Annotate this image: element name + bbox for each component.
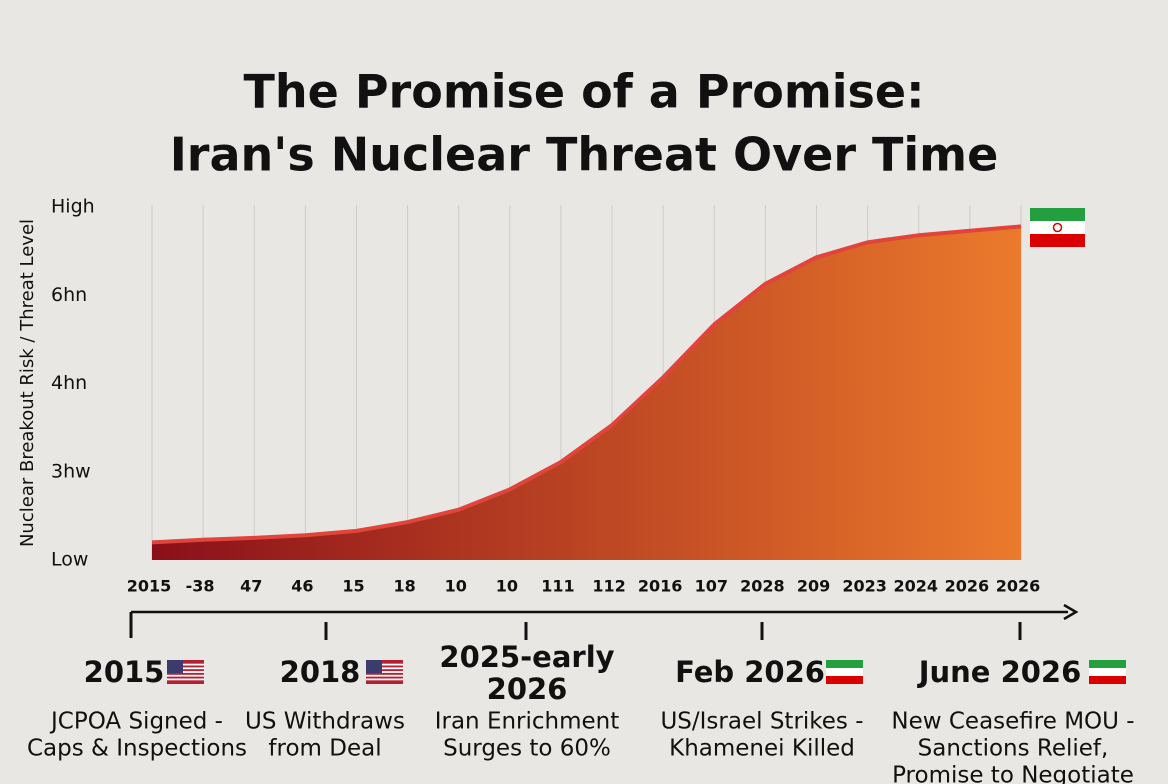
event-date: June 2026 <box>917 655 1082 689</box>
chart-title: Iran's Nuclear Threat Over Time <box>170 128 999 182</box>
x-tick-label: 2015 <box>127 577 172 596</box>
event-text: Sanctions Relief, <box>918 736 1109 762</box>
x-tick-label: 2024 <box>893 577 938 596</box>
x-tick-label: 18 <box>393 577 415 596</box>
x-tick-label: 2016 <box>638 577 683 596</box>
event-text: from Deal <box>268 736 381 762</box>
event-text: Surges to 60% <box>443 736 611 762</box>
x-tick-label: 209 <box>797 577 830 596</box>
flag-icon <box>1089 660 1126 684</box>
y-axis-label: Nuclear Breakout Risk / Threat Level <box>17 219 38 547</box>
x-tick-label: 15 <box>342 577 364 596</box>
y-tick-label: 6hn <box>51 284 87 306</box>
flag-icon <box>167 660 204 684</box>
flag-icon <box>1030 208 1085 247</box>
event-text: Khamenei Killed <box>669 736 855 762</box>
area <box>152 226 1021 560</box>
line <box>151 224 1022 545</box>
x-tick-label: 47 <box>240 577 262 596</box>
y-tick-label: High <box>51 196 95 218</box>
event-text: Caps & Inspections <box>27 736 247 762</box>
x-tick-label: 2028 <box>740 577 785 596</box>
event-text: JCPOA Signed - <box>49 709 223 735</box>
x-tick-label: 107 <box>695 577 728 596</box>
event-date: 2018 <box>280 655 361 689</box>
x-tick-label: 10 <box>445 577 467 596</box>
event-text: New Ceasefire MOU - <box>891 709 1134 735</box>
timeline-arrow <box>1063 603 1079 621</box>
y-tick-label: Low <box>51 549 88 571</box>
x-tick-label: 2023 <box>842 577 887 596</box>
event-text: Iran Enrichment <box>435 709 620 735</box>
x-tick-label: 112 <box>592 577 625 596</box>
x-tick-label: -38 <box>186 577 215 596</box>
y-tick-label: 3hw <box>51 460 91 482</box>
event-text: US Withdraws <box>245 709 405 735</box>
chart-title: The Promise of a Promise: <box>244 65 925 119</box>
event-text: US/Israel Strikes - <box>660 709 863 735</box>
event-date: 2015 <box>84 655 165 689</box>
x-tick-label: 2026 <box>996 577 1041 596</box>
flag-icon <box>366 660 403 684</box>
event-text: Promise to Negotiate <box>892 763 1134 784</box>
flag-icon <box>826 660 863 684</box>
event-date: 2025-early <box>439 640 614 674</box>
event-date: Feb 2026 <box>675 655 825 689</box>
x-tick-label: 111 <box>541 577 574 596</box>
event-date: 2026 <box>487 672 568 706</box>
x-tick-label: 46 <box>291 577 313 596</box>
y-tick-label: 4hn <box>51 372 87 394</box>
x-tick-label: 10 <box>496 577 518 596</box>
plot <box>151 224 1022 560</box>
x-tick-label: 2026 <box>945 577 990 596</box>
